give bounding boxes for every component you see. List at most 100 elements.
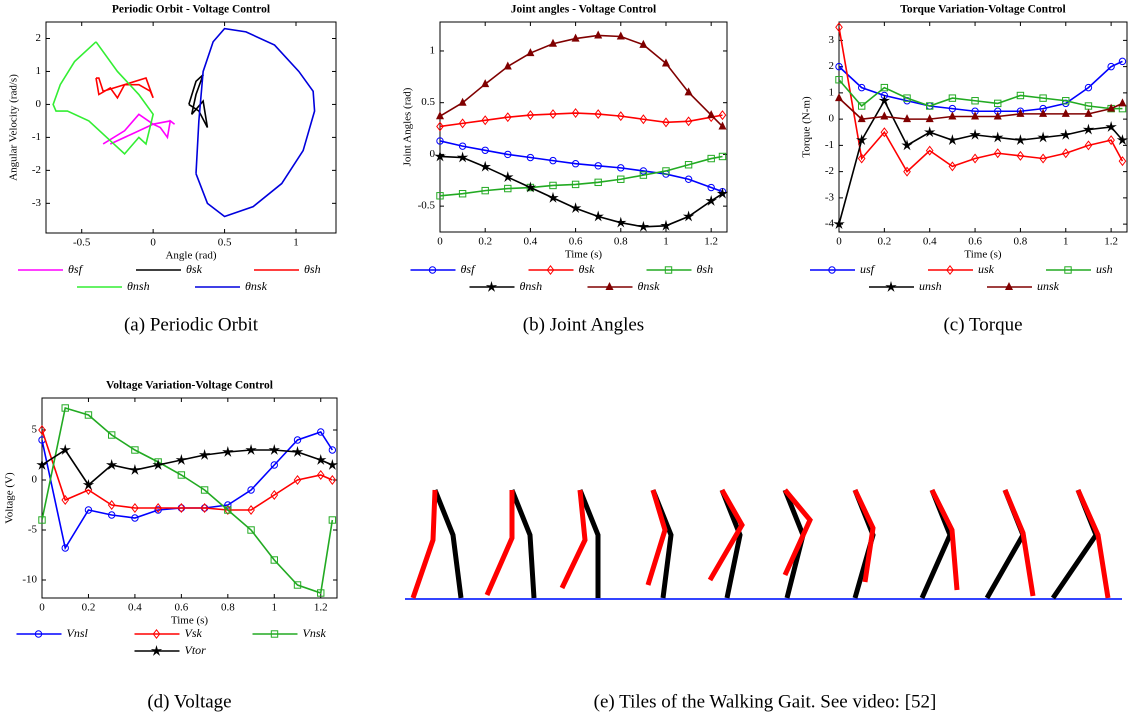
legend-label: θnsk — [638, 279, 661, 293]
marker — [270, 490, 279, 500]
marker — [661, 58, 670, 67]
marker — [971, 153, 979, 164]
stance-leg — [509, 489, 537, 599]
legend-label: θnsh — [520, 279, 543, 293]
marker — [948, 111, 957, 120]
x-axis-label: Time (s) — [964, 249, 1002, 261]
series-line — [440, 112, 723, 128]
marker — [456, 151, 469, 163]
marker — [107, 431, 116, 439]
legend-marker — [428, 266, 437, 274]
marker — [36, 459, 48, 470]
legend-marker — [1064, 266, 1072, 274]
x-tick-label: 0.8 — [614, 236, 628, 248]
marker — [571, 108, 580, 119]
y-tick-label: -3 — [825, 191, 835, 203]
swing-leg — [852, 488, 876, 583]
marker — [328, 516, 337, 524]
y-tick-label: 0 — [32, 474, 38, 486]
marker — [925, 145, 934, 156]
marker — [434, 150, 446, 162]
marker — [857, 153, 866, 164]
marker — [1062, 97, 1070, 105]
stance-leg — [577, 489, 601, 598]
marker — [835, 62, 843, 71]
marker — [716, 187, 729, 199]
marker — [1084, 108, 1093, 117]
marker — [594, 109, 603, 120]
x-tick-label: 0.2 — [478, 236, 492, 248]
marker — [855, 134, 868, 145]
marker — [293, 581, 302, 589]
marker — [247, 526, 255, 534]
swing-leg — [645, 489, 668, 586]
marker — [834, 93, 844, 102]
marker — [684, 161, 693, 169]
marker — [1060, 128, 1072, 140]
marker — [502, 171, 514, 183]
legend-marker — [828, 266, 836, 274]
series-line — [102, 113, 176, 145]
legend-marker — [664, 266, 673, 274]
marker — [224, 506, 232, 514]
marker — [707, 183, 715, 192]
marker — [946, 134, 959, 145]
y-tick-label: 1 — [430, 44, 436, 56]
legend-marker — [946, 265, 954, 275]
y-tick-label: -0.5 — [418, 200, 436, 212]
y-tick-label: -1 — [825, 139, 834, 151]
marker — [1061, 148, 1070, 159]
marker — [291, 446, 304, 457]
x-tick-label: 0.2 — [877, 236, 891, 248]
legend-marker — [150, 645, 163, 656]
legend-label: ush — [1096, 262, 1113, 276]
swing-leg — [707, 488, 745, 582]
x-tick-label: 0 — [150, 237, 156, 249]
marker — [903, 114, 912, 123]
marker — [616, 111, 625, 122]
marker — [1016, 150, 1025, 161]
marker — [458, 190, 467, 198]
marker — [594, 178, 602, 187]
series-line — [839, 99, 1124, 225]
marker — [245, 444, 257, 455]
x-tick-label: 1.2 — [1104, 236, 1118, 248]
marker — [152, 459, 164, 470]
marker — [639, 39, 648, 48]
marker — [317, 589, 325, 597]
marker — [270, 461, 278, 469]
marker — [131, 514, 139, 522]
legend-label: usf — [860, 262, 876, 276]
y-axis-label: Joint Angles (rad) — [402, 87, 414, 166]
marker — [901, 139, 913, 151]
marker — [707, 110, 716, 119]
legend-label: Vsk — [185, 626, 203, 640]
marker — [524, 181, 537, 193]
marker — [880, 83, 889, 92]
series-line — [188, 74, 209, 128]
marker — [1039, 94, 1047, 102]
marker — [293, 436, 302, 444]
marker — [637, 220, 650, 232]
gait-tiles — [410, 488, 1111, 600]
swing-leg — [484, 490, 515, 597]
marker — [131, 503, 139, 513]
chart-title: Joint angles - Voltage Control — [511, 4, 656, 16]
y-tick-label: -10 — [22, 574, 37, 586]
marker — [857, 83, 866, 92]
marker — [154, 506, 162, 514]
y-tick-label: 2 — [36, 32, 42, 44]
legend-marker — [485, 281, 498, 292]
marker — [878, 94, 891, 106]
marker — [639, 167, 648, 175]
marker — [994, 99, 1002, 108]
marker — [84, 411, 93, 419]
marker — [1039, 108, 1048, 117]
marker — [458, 97, 467, 106]
series-line — [52, 41, 155, 156]
plot-frame — [439, 21, 728, 233]
y-tick-label: 1 — [36, 65, 42, 77]
series-line — [195, 27, 316, 218]
marker — [718, 152, 727, 161]
marker — [247, 505, 255, 515]
